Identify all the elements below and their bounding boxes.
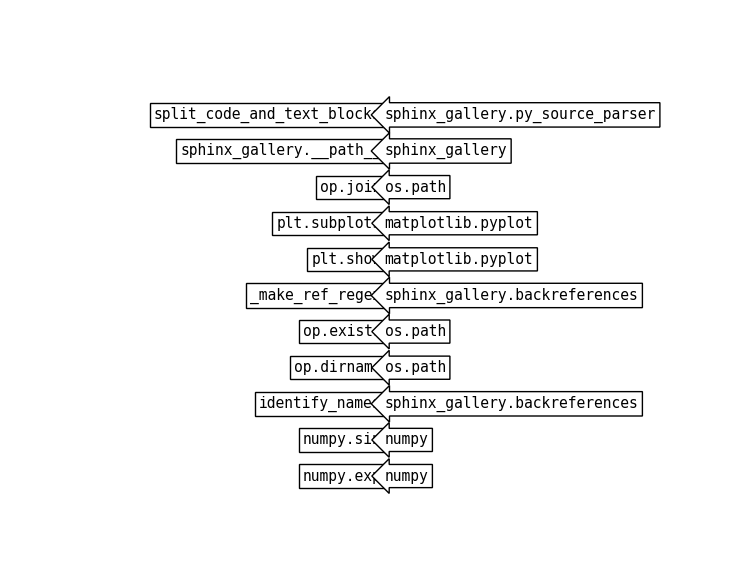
Text: sphinx_gallery: sphinx_gallery — [385, 143, 507, 159]
Text: os.path: os.path — [385, 180, 446, 194]
Text: numpy: numpy — [385, 432, 428, 447]
Text: sphinx_gallery.__path__: sphinx_gallery.__path__ — [180, 143, 382, 159]
Text: sphinx_gallery.py_source_parser: sphinx_gallery.py_source_parser — [385, 107, 656, 123]
Text: _make_ref_regex: _make_ref_regex — [251, 287, 382, 304]
Text: os.path: os.path — [385, 360, 446, 375]
Text: os.path: os.path — [385, 324, 446, 339]
Text: numpy: numpy — [385, 468, 428, 483]
Text: split_code_and_text_blocks: split_code_and_text_blocks — [154, 107, 382, 123]
Text: identify_names: identify_names — [259, 396, 382, 412]
Text: matplotlib.pyplot: matplotlib.pyplot — [385, 252, 533, 267]
Text: plt.show: plt.show — [311, 252, 382, 267]
Text: sphinx_gallery.backreferences: sphinx_gallery.backreferences — [385, 396, 638, 412]
Text: op.dirname: op.dirname — [294, 360, 382, 375]
Text: sphinx_gallery.backreferences: sphinx_gallery.backreferences — [385, 287, 638, 304]
Text: matplotlib.pyplot: matplotlib.pyplot — [385, 216, 533, 231]
Text: op.join: op.join — [320, 180, 382, 194]
Text: plt.subplots: plt.subplots — [277, 216, 382, 231]
Text: numpy.exp: numpy.exp — [303, 468, 382, 483]
Text: op.exists: op.exists — [303, 324, 382, 339]
Text: numpy.sin: numpy.sin — [303, 432, 382, 447]
